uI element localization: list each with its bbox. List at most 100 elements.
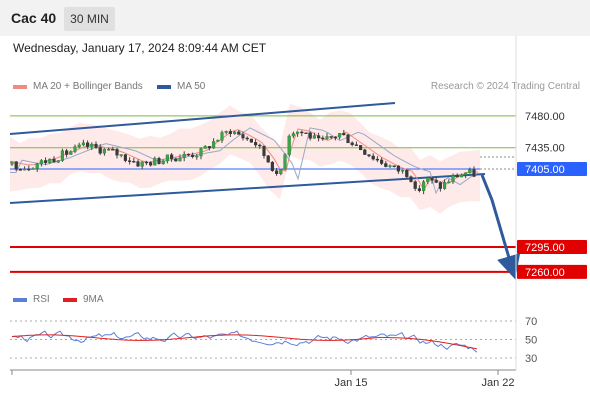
candle-body: [241, 134, 245, 139]
candle: [321, 135, 325, 141]
candle: [14, 160, 18, 171]
candle: [346, 133, 350, 144]
candle-body: [262, 145, 266, 156]
candle: [325, 133, 329, 140]
candle: [443, 179, 447, 190]
credit-text: Research © 2024 Trading Central: [430, 81, 580, 92]
candle: [39, 159, 43, 167]
candle-body: [39, 160, 43, 165]
candle-body: [283, 154, 287, 170]
candle: [430, 177, 434, 184]
candle-body: [111, 149, 115, 151]
candle-body: [132, 161, 136, 163]
candle-body: [23, 168, 27, 171]
chart-datetime: Wednesday, January 17, 2024 8:09:44 AM C…: [13, 41, 267, 55]
candle-body: [413, 181, 417, 189]
candle-body: [44, 160, 48, 164]
candle: [106, 147, 111, 151]
candle: [258, 143, 262, 149]
candle-body: [48, 158, 52, 164]
candle: [464, 172, 468, 179]
x-label-1: Jan 15: [334, 377, 367, 389]
candle: [359, 145, 363, 151]
candle: [253, 139, 258, 148]
candle-body: [287, 135, 291, 155]
candle: [207, 146, 211, 151]
candle-body: [275, 170, 279, 174]
candle-body: [90, 143, 94, 147]
candle: [136, 159, 140, 167]
candle: [354, 141, 358, 146]
candle-body: [64, 150, 69, 155]
candle-body: [207, 146, 211, 149]
candle: [220, 130, 224, 143]
candle: [451, 173, 455, 184]
channel-upper-line: [9, 102, 396, 135]
candle-body: [472, 169, 476, 177]
candle: [438, 181, 442, 192]
candle-body: [430, 177, 434, 181]
candle-body: [186, 153, 190, 156]
candle-body: [249, 138, 253, 143]
candle: [249, 138, 253, 143]
candle-body: [359, 145, 363, 151]
candle: [266, 155, 270, 163]
candle: [48, 158, 52, 164]
candle: [283, 153, 287, 171]
candle-body: [199, 148, 203, 157]
rsi-label: RSI: [33, 294, 50, 305]
candle-body: [14, 161, 18, 170]
candle: [186, 153, 190, 157]
rsi-tick-30: 30: [525, 353, 537, 365]
candle-body: [333, 136, 337, 139]
candle-body: [94, 143, 98, 148]
candle: [90, 142, 94, 150]
candle: [308, 131, 312, 141]
candle: [300, 130, 304, 137]
candle: [417, 185, 421, 193]
legend-bollinger: MA 20 + Bollinger Bands: [13, 81, 143, 92]
candle-body: [317, 135, 321, 139]
candle: [199, 147, 203, 160]
candle: [216, 139, 220, 142]
candle: [111, 146, 115, 151]
candle-body: [224, 131, 228, 133]
candle-body: [195, 155, 199, 158]
candle-body: [52, 158, 56, 163]
candle: [241, 131, 245, 141]
candle-body: [417, 188, 421, 191]
candle-body: [388, 165, 392, 167]
candle: [275, 168, 279, 176]
candle-body: [363, 149, 367, 155]
candle-body: [220, 132, 224, 141]
candle: [434, 177, 438, 184]
candle: [178, 154, 182, 162]
ma50-line: [10, 127, 479, 195]
candle: [165, 154, 169, 164]
candle-body: [308, 132, 312, 139]
timeframe-button[interactable]: 30 MIN: [64, 7, 115, 31]
candle-body: [371, 155, 375, 160]
candle: [405, 168, 409, 180]
candle-body: [169, 154, 174, 160]
candle-body: [144, 161, 148, 164]
channel-lower-line: [9, 173, 486, 204]
candle: [384, 160, 388, 168]
candle: [312, 132, 316, 139]
candle-body: [367, 154, 371, 157]
candle-body: [85, 142, 90, 147]
candle-body: [392, 165, 396, 167]
instrument-name: Cac 40: [11, 10, 57, 26]
candle-body: [338, 133, 342, 138]
candle: [77, 142, 81, 149]
candle: [161, 159, 165, 165]
candle-body: [464, 172, 468, 175]
current-price-label: 7405.00: [517, 162, 587, 176]
candle: [455, 173, 459, 178]
candle-body: [253, 142, 258, 146]
candle-body: [31, 168, 35, 170]
candle: [317, 132, 321, 142]
candle: [182, 151, 186, 162]
candle-body: [69, 151, 73, 155]
current-price-label-text: 7405.00: [525, 164, 565, 176]
